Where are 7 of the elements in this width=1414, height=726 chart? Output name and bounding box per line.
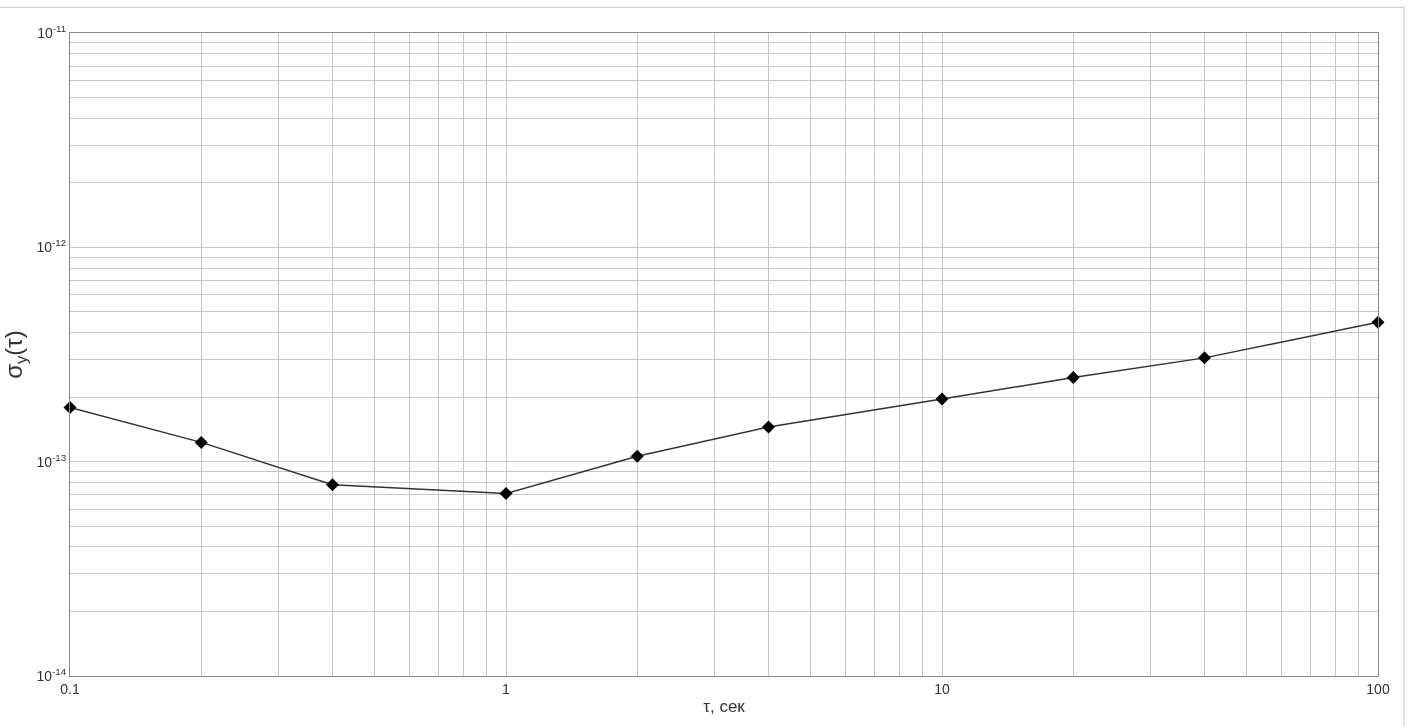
- x-tick-label: 10: [934, 680, 950, 697]
- x-axis-title: τ, сек: [703, 697, 746, 717]
- x-tick-label: 100: [1366, 680, 1390, 697]
- y-tick-label: 10$^{-12}$: [36, 237, 67, 256]
- y-tick-label: 10$^{-11}$: [37, 23, 67, 41]
- x-tick-label: 1: [502, 680, 511, 697]
- y-tick-label: 10$^{-13}$: [36, 451, 67, 470]
